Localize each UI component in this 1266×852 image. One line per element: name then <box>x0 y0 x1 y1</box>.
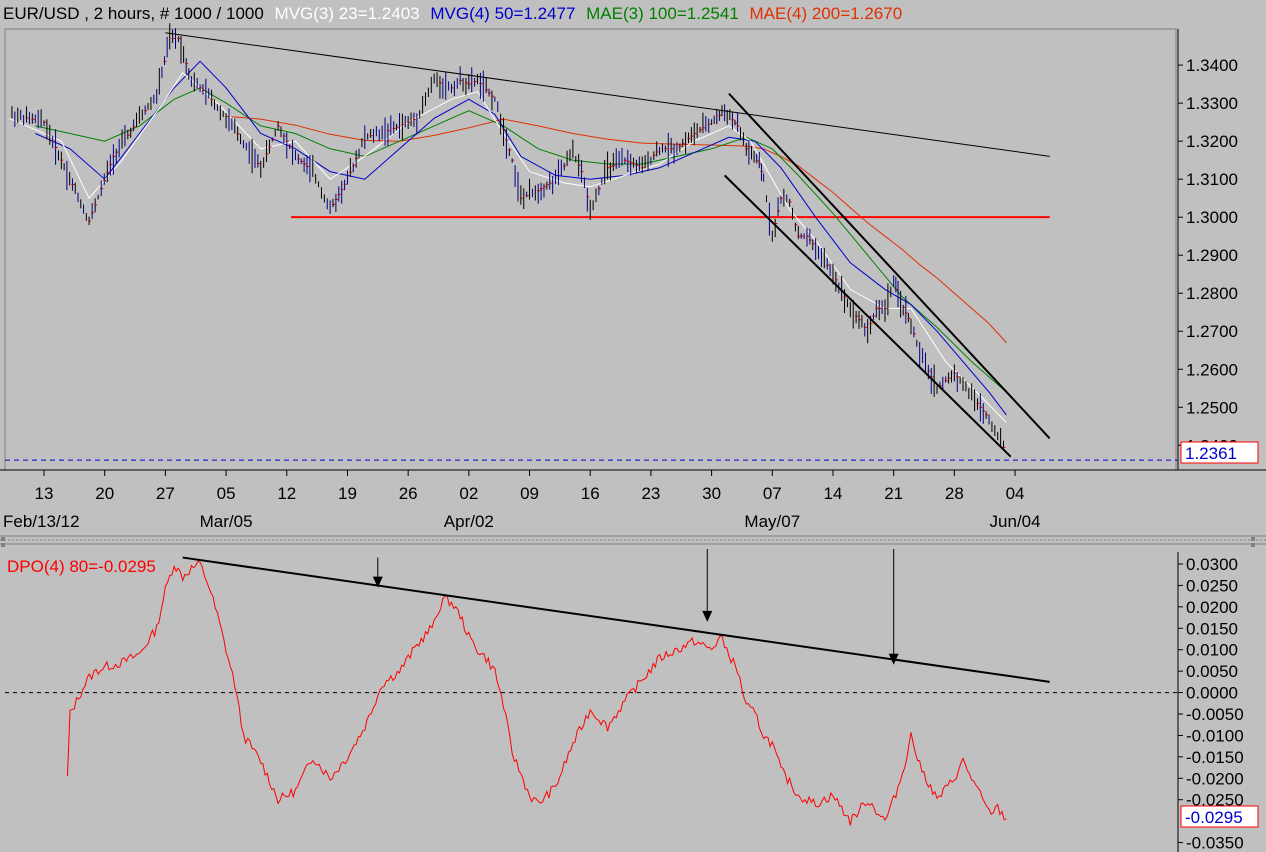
price-badge-value: 1.2361 <box>1185 444 1237 463</box>
month-label: May/07 <box>744 512 800 531</box>
price-plot-frame <box>4 28 1177 471</box>
dpo-tick-label: -0.0250 <box>1186 791 1244 810</box>
arrow-down-icon <box>888 653 899 665</box>
mvg4-line <box>35 60 1007 416</box>
dpo-tick-label: -0.0050 <box>1186 705 1244 724</box>
price-tick-label: 1.3400 <box>1186 56 1238 75</box>
time-tick-label: 19 <box>338 484 357 503</box>
dpo-label: DPO(4) 80=-0.0295 <box>7 557 156 576</box>
time-tick-label: 13 <box>35 484 54 503</box>
time-tick-label: 09 <box>520 484 539 503</box>
time-tick-label: 07 <box>763 484 782 503</box>
price-tick-label: 1.3300 <box>1186 94 1238 113</box>
dpo-badge <box>1180 805 1259 828</box>
symbol-label: EUR/USD , 2 hours, # 1000 / 1000 <box>3 4 264 23</box>
time-tick-label: 04 <box>1006 484 1025 503</box>
trendline <box>723 174 1012 458</box>
price-tick-label: 1.3100 <box>1186 170 1238 189</box>
dpo-tick-label: 0.0100 <box>1186 641 1238 660</box>
time-tick-label: 26 <box>399 484 418 503</box>
dpo-plot <box>5 549 1178 826</box>
dpo-line <box>66 560 1007 826</box>
dpo-axis: 0.0300 0.0250 0.0200 0.0150 0.0100 0.0050 0.00… <box>1178 555 1244 852</box>
arrow-down-icon <box>702 610 713 622</box>
dpo-tick-label: 0.0050 <box>1186 662 1238 681</box>
dpo-badge-value: -0.0295 <box>1185 808 1243 827</box>
price-tick-label: 1.2500 <box>1186 398 1238 417</box>
month-label: Apr/02 <box>444 512 494 531</box>
mae4-legend: MAE(4) 200=1.2670 <box>750 4 903 23</box>
price-plot <box>5 23 1178 461</box>
dpo-tick-label: 0.0200 <box>1186 598 1238 617</box>
dpo-tick-label: 0.0300 <box>1186 555 1238 574</box>
month-label: Feb/13/12 <box>3 512 80 531</box>
splitter-handle-icon[interactable] <box>1 537 1255 547</box>
dpo-tick-label: -0.0350 <box>1186 834 1244 852</box>
dpo-tick-label: 0.0000 <box>1186 684 1238 703</box>
mae3-legend: MAE(3) 100=1.2541 <box>586 4 739 23</box>
month-label: Mar/05 <box>200 512 253 531</box>
time-tick-label: 02 <box>459 484 478 503</box>
time-tick-label: 14 <box>824 484 843 503</box>
trendline <box>728 92 1051 440</box>
dpo-tick-label: 0.0150 <box>1186 619 1238 638</box>
price-badge <box>1180 441 1259 464</box>
price-tick-label: 1.2900 <box>1186 246 1238 265</box>
time-tick-label: 20 <box>95 484 114 503</box>
time-axis: 13 20 27 05 12 19 26 02 09 16 23 30 07 14 21 28 04 Feb/13… <box>3 470 1041 531</box>
dpo-tick-label: -0.0150 <box>1186 748 1244 767</box>
time-tick-label: 12 <box>277 484 296 503</box>
mae3-line <box>35 87 1007 393</box>
time-tick-label: 27 <box>156 484 175 503</box>
time-tick-label: 23 <box>641 484 660 503</box>
time-tick-label: 30 <box>702 484 721 503</box>
time-tick-label: 21 <box>884 484 903 503</box>
trendline <box>165 32 1050 157</box>
arrow-down-icon <box>372 576 383 588</box>
splitter-handle-icon[interactable] <box>1251 543 1255 547</box>
dpo-tick-label: -0.0200 <box>1186 769 1244 788</box>
price-tick-label: 1.3000 <box>1186 208 1238 227</box>
dpo-tick-label: -0.0100 <box>1186 726 1244 745</box>
price-tick-label: 1.2600 <box>1186 360 1238 379</box>
dpo-tick-label: 0.0250 <box>1186 576 1238 595</box>
price-tick-label: 1.3200 <box>1186 132 1238 151</box>
price-axis: 1.3400 1.3300 1.3200 1.3100 1.3000 1.2900 1.28… <box>1178 56 1238 455</box>
price-tick-label: 1.2800 <box>1186 284 1238 303</box>
splitter-handle-icon[interactable] <box>1 543 5 547</box>
time-tick-label: 05 <box>217 484 236 503</box>
month-label: Jun/04 <box>990 512 1041 531</box>
mvg3-line <box>9 71 1007 423</box>
time-tick-label: 28 <box>945 484 964 503</box>
mvg4-legend: MVG(4) 50=1.2477 <box>430 4 575 23</box>
mvg3-legend: MVG(3) 23=1.2403 <box>275 4 420 23</box>
splitter-handle-icon[interactable] <box>1 537 5 541</box>
dpo-trendline <box>182 556 1050 683</box>
splitter-handle-icon[interactable] <box>1251 537 1255 541</box>
price-tick-label: 1.2700 <box>1186 322 1238 341</box>
time-tick-label: 16 <box>581 484 600 503</box>
svg-text:EUR/USD , 2 hours, # 1000 / 10: EUR/USD , 2 hours, # 1000 / 1000 MVG(3) … <box>3 4 902 23</box>
price-bars <box>11 23 1006 450</box>
